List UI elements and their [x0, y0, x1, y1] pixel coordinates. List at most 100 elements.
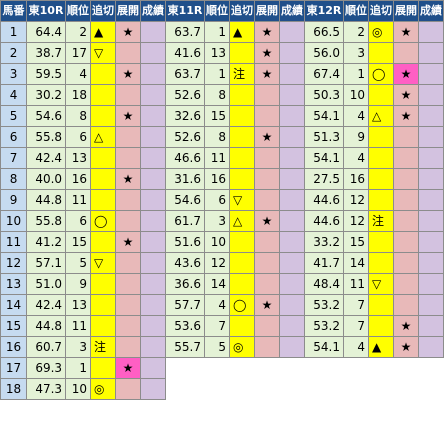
result-cell[interactable]	[140, 147, 167, 169]
column-header[interactable]: 東11R	[165, 0, 205, 22]
horse-number-cell[interactable]: 3	[0, 63, 28, 85]
score-cell[interactable]: 59.5	[26, 63, 67, 85]
result-cell[interactable]	[279, 21, 305, 43]
score-cell[interactable]: 44.8	[26, 189, 67, 211]
score-cell[interactable]: 51.6	[165, 231, 205, 253]
column-header[interactable]: 東12R	[304, 0, 344, 22]
result-cell[interactable]	[279, 42, 305, 64]
tenkai-mark-cell[interactable]	[115, 189, 142, 211]
column-header[interactable]: 展開	[254, 0, 280, 22]
tenkai-mark-cell[interactable]: ★	[254, 210, 280, 232]
result-cell[interactable]	[140, 42, 167, 64]
rank-cell[interactable]: 13	[65, 147, 92, 169]
tenkai-mark-cell[interactable]	[392, 126, 419, 148]
rank-cell[interactable]: 2	[342, 21, 369, 43]
horse-number-cell[interactable]: 7	[0, 147, 28, 169]
score-cell[interactable]: 53.2	[304, 294, 344, 316]
result-cell[interactable]	[140, 189, 167, 211]
oikiri-mark-cell[interactable]	[367, 168, 394, 190]
rank-cell[interactable]: 3	[204, 210, 230, 232]
result-cell[interactable]	[140, 294, 167, 316]
score-cell[interactable]: 50.3	[304, 84, 344, 106]
horse-number-cell[interactable]: 17	[0, 357, 28, 379]
rank-cell[interactable]: 4	[65, 63, 92, 85]
rank-cell[interactable]: 16	[204, 168, 230, 190]
result-cell[interactable]	[417, 210, 444, 232]
tenkai-mark-cell[interactable]: ★	[254, 21, 280, 43]
rank-cell[interactable]: 8	[204, 126, 230, 148]
result-cell[interactable]	[417, 126, 444, 148]
oikiri-mark-cell[interactable]: △	[90, 126, 117, 148]
result-cell[interactable]	[279, 168, 305, 190]
horse-number-cell[interactable]: 6	[0, 126, 28, 148]
score-cell[interactable]: 43.6	[165, 252, 205, 274]
score-cell[interactable]: 40.0	[26, 168, 67, 190]
score-cell[interactable]: 33.2	[304, 231, 344, 253]
rank-cell[interactable]: 12	[342, 210, 369, 232]
horse-number-cell[interactable]: 10	[0, 210, 28, 232]
score-cell[interactable]: 36.6	[165, 273, 205, 295]
score-cell[interactable]: 52.6	[165, 84, 205, 106]
column-header[interactable]: 追切	[367, 0, 394, 22]
rank-cell[interactable]: 11	[65, 189, 92, 211]
oikiri-mark-cell[interactable]: ▲	[367, 336, 394, 358]
oikiri-mark-cell[interactable]	[229, 147, 255, 169]
horse-number-cell[interactable]: 13	[0, 273, 28, 295]
score-cell[interactable]: 44.6	[304, 189, 344, 211]
oikiri-mark-cell[interactable]	[90, 63, 117, 85]
tenkai-mark-cell[interactable]	[115, 126, 142, 148]
result-cell[interactable]	[279, 126, 305, 148]
score-cell[interactable]: 54.1	[304, 105, 344, 127]
score-cell[interactable]: 60.7	[26, 336, 67, 358]
column-header[interactable]: 展開	[115, 0, 142, 22]
score-cell[interactable]: 54.1	[304, 336, 344, 358]
tenkai-mark-cell[interactable]: ★	[392, 21, 419, 43]
oikiri-mark-cell[interactable]: ◯	[229, 294, 255, 316]
oikiri-mark-cell[interactable]: ◎	[367, 21, 394, 43]
tenkai-mark-cell[interactable]	[392, 42, 419, 64]
oikiri-mark-cell[interactable]: 注	[229, 63, 255, 85]
score-cell[interactable]: 61.7	[165, 210, 205, 232]
score-cell[interactable]: 63.7	[165, 21, 205, 43]
rank-cell[interactable]: 11	[342, 273, 369, 295]
horse-number-cell[interactable]: 16	[0, 336, 28, 358]
tenkai-mark-cell[interactable]	[115, 42, 142, 64]
rank-cell[interactable]: 8	[65, 105, 92, 127]
result-cell[interactable]	[140, 84, 167, 106]
result-cell[interactable]	[140, 378, 167, 400]
rank-cell[interactable]: 11	[204, 147, 230, 169]
tenkai-mark-cell[interactable]	[115, 315, 142, 337]
result-cell[interactable]	[279, 147, 305, 169]
rank-cell[interactable]: 18	[65, 84, 92, 106]
oikiri-mark-cell[interactable]: ◎	[90, 378, 117, 400]
rank-cell[interactable]: 15	[342, 231, 369, 253]
oikiri-mark-cell[interactable]	[229, 168, 255, 190]
score-cell[interactable]: 41.6	[165, 42, 205, 64]
oikiri-mark-cell[interactable]: △	[367, 105, 394, 127]
rank-cell[interactable]: 4	[342, 147, 369, 169]
tenkai-mark-cell[interactable]	[392, 168, 419, 190]
horse-number-cell[interactable]: 18	[0, 378, 28, 400]
rank-cell[interactable]: 1	[65, 357, 92, 379]
oikiri-mark-cell[interactable]	[229, 231, 255, 253]
horse-number-cell[interactable]: 2	[0, 42, 28, 64]
oikiri-mark-cell[interactable]: ▲	[90, 21, 117, 43]
rank-cell[interactable]: 14	[204, 273, 230, 295]
oikiri-mark-cell[interactable]	[90, 231, 117, 253]
score-cell[interactable]: 63.7	[165, 63, 205, 85]
oikiri-mark-cell[interactable]	[229, 273, 255, 295]
score-cell[interactable]: 47.3	[26, 378, 67, 400]
oikiri-mark-cell[interactable]: ▽	[367, 273, 394, 295]
result-cell[interactable]	[417, 21, 444, 43]
oikiri-mark-cell[interactable]	[367, 42, 394, 64]
tenkai-mark-cell[interactable]: ★	[392, 336, 419, 358]
rank-cell[interactable]: 7	[204, 315, 230, 337]
tenkai-mark-cell[interactable]	[254, 189, 280, 211]
score-cell[interactable]: 64.4	[26, 21, 67, 43]
score-cell[interactable]: 57.1	[26, 252, 67, 274]
rank-cell[interactable]: 6	[65, 210, 92, 232]
oikiri-mark-cell[interactable]: 注	[367, 210, 394, 232]
result-cell[interactable]	[140, 21, 167, 43]
result-cell[interactable]	[417, 336, 444, 358]
result-cell[interactable]	[417, 273, 444, 295]
